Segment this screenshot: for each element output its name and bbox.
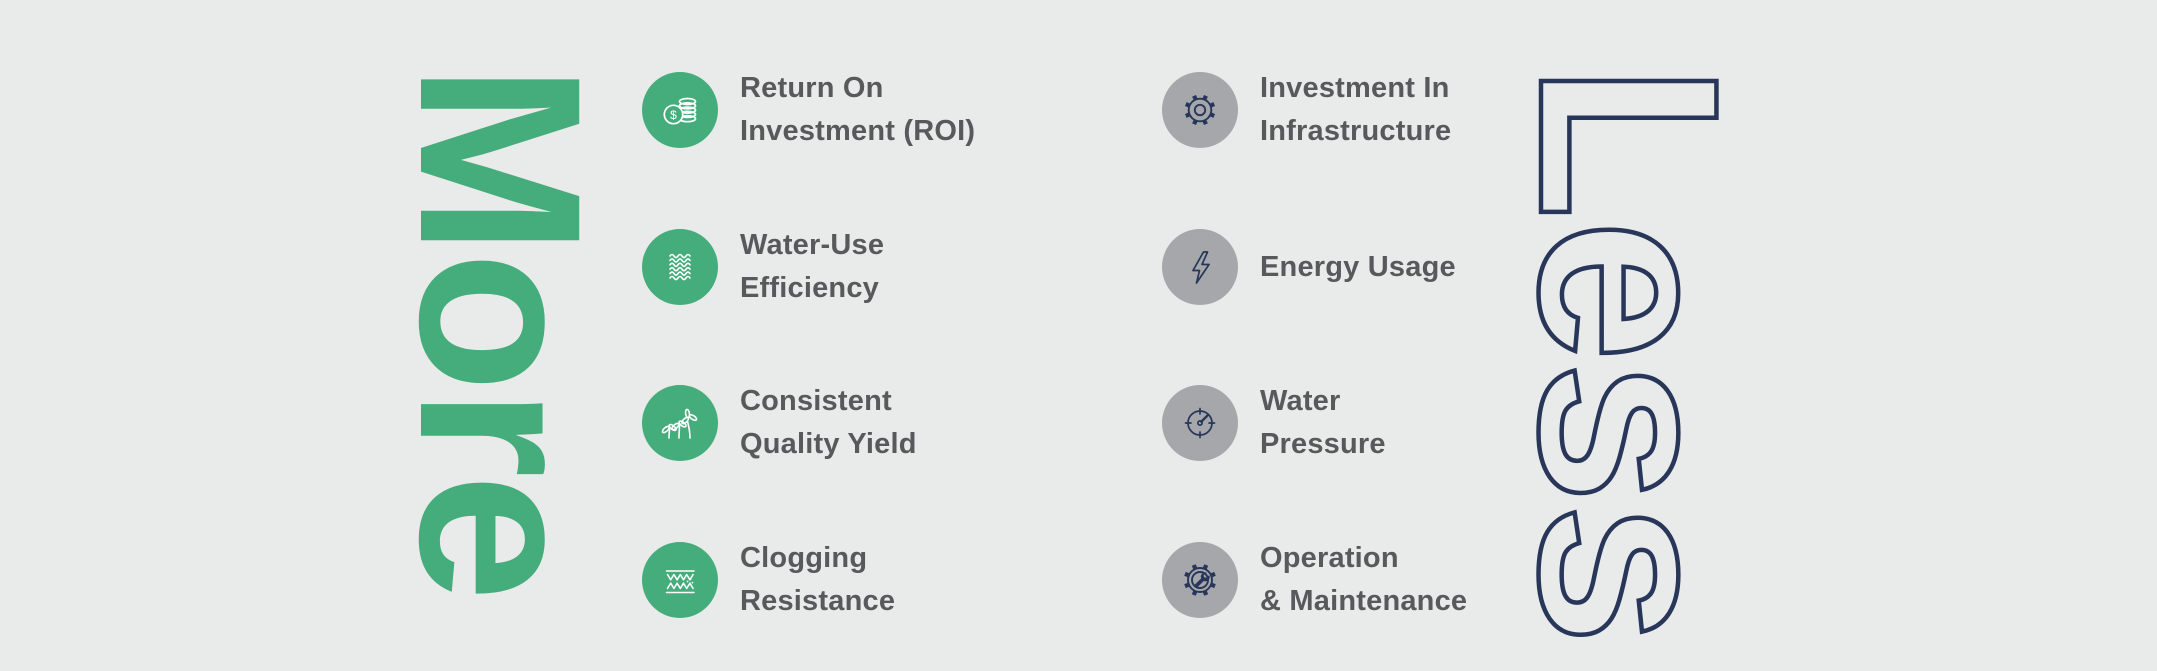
list-item-label: Consistent Quality Yield (740, 385, 917, 460)
list-item: Energy Usage (1162, 212, 1456, 322)
svg-text:$: $ (670, 108, 677, 122)
gear-icon (1162, 72, 1238, 148)
coins-icon: $ (642, 72, 718, 148)
pressure-gauge-icon (1162, 385, 1238, 461)
list-item: Investment In Infrastructure (1162, 55, 1451, 165)
lightning-bolt-icon (1162, 229, 1238, 305)
list-item: Consistent Quality Yield (642, 368, 917, 478)
plants-icon (642, 385, 718, 461)
water-waves-icon (642, 229, 718, 305)
gear-wrench-icon (1162, 542, 1238, 618)
list-item-label: Investment In Infrastructure (1260, 72, 1452, 147)
dripper-labyrinth-icon (642, 542, 718, 618)
less-word-text: Less (1484, 62, 1774, 648)
list-item: Water Pressure (1162, 368, 1386, 478)
list-item-label: Operation & Maintenance (1260, 542, 1468, 617)
less-word: Less (1484, 62, 1774, 648)
list-item: Operation & Maintenance (1162, 525, 1467, 635)
list-item-label: Water-Use Efficiency (740, 229, 885, 304)
list-item: Clogging Resistance (642, 525, 895, 635)
list-item-label: Clogging Resistance (740, 542, 896, 617)
list-item: Water-Use Efficiency (642, 212, 884, 322)
list-item: $ Return On Investment (ROI) (642, 55, 975, 165)
list-item-label: Water Pressure (1260, 385, 1386, 460)
list-item-label: Return On Investment (ROI) (740, 72, 976, 147)
list-item-label: Energy Usage (1260, 250, 1456, 283)
more-word: More (372, 64, 629, 620)
more-word-text: More (372, 64, 629, 598)
